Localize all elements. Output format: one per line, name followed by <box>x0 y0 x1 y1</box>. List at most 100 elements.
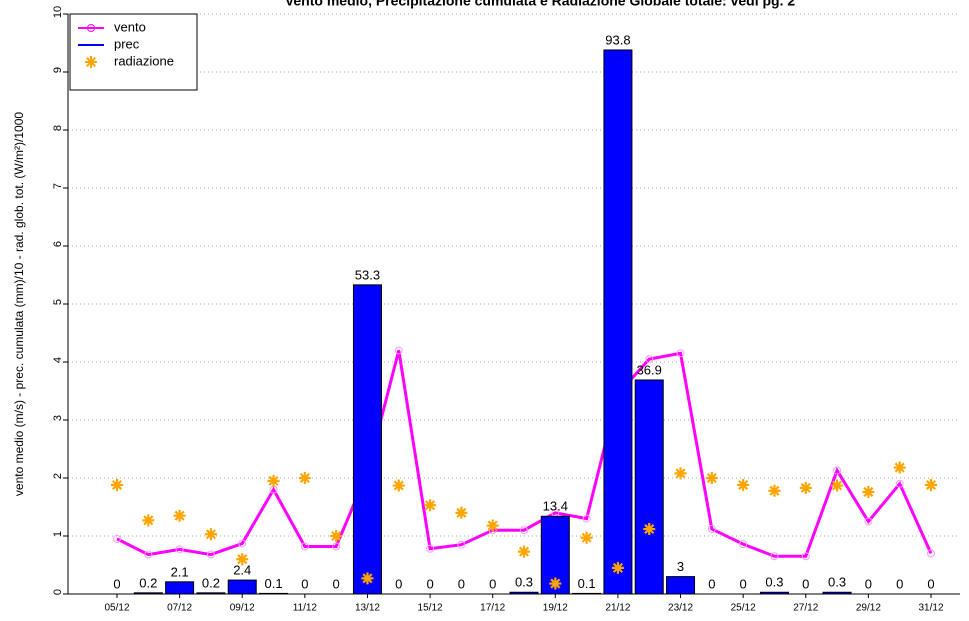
data-label: 93.8 <box>605 32 630 47</box>
line-marker <box>206 550 215 559</box>
point <box>298 472 311 484</box>
point <box>643 523 656 536</box>
y-tick-label: 6 <box>52 241 64 247</box>
legend-label: vento <box>114 19 146 34</box>
data-label: 0 <box>740 576 747 591</box>
bar <box>133 592 163 595</box>
bar <box>259 592 289 595</box>
point <box>580 531 593 544</box>
data-label: 0.3 <box>515 575 533 590</box>
line-marker <box>833 466 842 475</box>
y-tick-label: 9 <box>52 67 64 73</box>
point <box>267 474 280 487</box>
x-tick-label: 15/12 <box>418 603 443 614</box>
y-tick-label: 2 <box>52 473 64 479</box>
bar <box>603 49 633 595</box>
x-tick-label: 17/12 <box>480 603 505 614</box>
x-tick-label: 25/12 <box>731 603 756 614</box>
bar <box>196 592 226 595</box>
line-marker <box>175 545 184 554</box>
point <box>111 478 123 491</box>
bar <box>509 591 539 595</box>
line-marker <box>457 540 466 549</box>
data-label: 0 <box>865 576 872 591</box>
point <box>768 484 781 497</box>
line-marker <box>426 544 435 553</box>
data-label: 0.3 <box>765 575 783 590</box>
line-marker <box>300 542 309 551</box>
data-label: 2.4 <box>233 563 251 578</box>
line-marker <box>113 534 121 543</box>
legend-swatch <box>85 56 97 68</box>
x-tick-label: 23/12 <box>668 603 693 614</box>
data-label: 0.1 <box>578 576 596 591</box>
point <box>549 577 562 590</box>
x-tick-label: 13/12 <box>355 603 380 614</box>
point <box>518 545 530 558</box>
legend-swatch <box>87 24 95 32</box>
y-tick-label: 10 <box>52 6 64 18</box>
data-label: 36.9 <box>637 362 662 377</box>
x-tick-label: 11/12 <box>293 603 318 614</box>
point <box>705 472 718 484</box>
line-marker <box>144 550 153 559</box>
bar <box>666 576 696 595</box>
data-label: 0.2 <box>202 575 220 590</box>
y-tick-label: 5 <box>52 299 64 305</box>
line-marker <box>520 526 528 535</box>
x-tick-label: 19/12 <box>543 603 568 614</box>
x-tick-label: 29/12 <box>856 603 881 614</box>
line-marker <box>238 539 247 548</box>
bar <box>352 284 382 595</box>
point <box>330 530 343 542</box>
x-tick-label: 09/12 <box>230 603 255 614</box>
point <box>392 479 405 492</box>
y-tick-label: 3 <box>52 415 64 421</box>
bar <box>634 379 664 595</box>
line-marker <box>707 525 716 534</box>
y-tick-label: 7 <box>52 183 64 189</box>
line-marker <box>895 479 904 488</box>
data-label: 0 <box>395 576 402 591</box>
y-axis-label: vento medio (m/s) - prec. cumulata (mm)/… <box>12 112 26 496</box>
legend-label: prec <box>114 36 140 51</box>
point <box>862 485 875 498</box>
data-label: 0 <box>896 576 903 591</box>
x-tick-label: 27/12 <box>793 603 818 614</box>
point <box>674 467 687 480</box>
data-label: 53.3 <box>355 267 380 282</box>
data-label: 0 <box>802 576 809 591</box>
point <box>236 553 249 566</box>
data-label: 0 <box>489 576 496 591</box>
line-marker <box>770 552 779 561</box>
data-label: 3 <box>677 559 684 574</box>
data-label: 13.4 <box>543 499 568 514</box>
point <box>611 561 624 574</box>
x-tick-label: 31/12 <box>918 603 943 614</box>
bar <box>759 591 789 595</box>
data-label: 2.1 <box>171 564 189 579</box>
line-marker <box>332 542 341 551</box>
data-label: 0 <box>426 576 433 591</box>
point <box>173 509 186 522</box>
y-tick-label: 1 <box>52 531 64 537</box>
x-tick-label: 07/12 <box>167 603 192 614</box>
line <box>116 350 933 558</box>
legend-label: radiazione <box>114 53 174 68</box>
x-tick-label: 05/12 <box>104 603 129 614</box>
point <box>204 528 217 541</box>
data-label: 0 <box>301 576 308 591</box>
point <box>893 461 906 474</box>
line-marker <box>739 540 748 549</box>
line-marker <box>927 549 935 558</box>
bar <box>572 592 602 595</box>
point <box>455 506 468 519</box>
line-marker <box>864 517 873 526</box>
data-label: 0 <box>927 576 934 591</box>
point <box>142 514 155 527</box>
point <box>831 479 844 492</box>
legend-box <box>69 13 198 91</box>
line-marker <box>676 349 685 358</box>
point <box>737 478 750 491</box>
